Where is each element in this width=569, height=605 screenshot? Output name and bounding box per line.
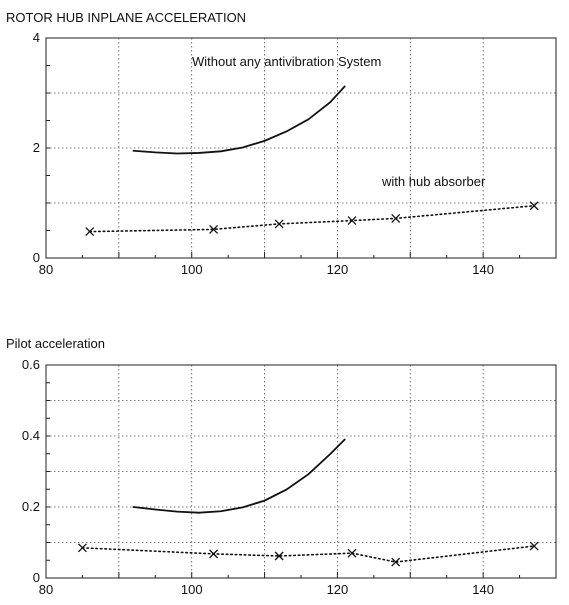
y-tick-label: 4 [33, 30, 40, 45]
data-point-x-marker [85, 227, 95, 237]
series-line-solid [132, 438, 346, 514]
y-tick-label: 0.4 [22, 428, 40, 443]
series-line-solid [132, 85, 346, 155]
series-line-dotted [88, 204, 535, 233]
data-point-x-marker [274, 551, 284, 561]
data-point-x-marker [77, 543, 87, 553]
y-tick-label: 2 [33, 140, 40, 155]
data-point-x-marker [391, 213, 401, 223]
x-tick-label: 100 [181, 582, 203, 597]
y-tick-label: 0 [33, 250, 40, 265]
pilot-acceleration-chart: Pilot acceleration 80 100 120 140 0 0.2 0.4 0.6 [6, 336, 557, 597]
x-tick-label: 80 [39, 582, 53, 597]
x-tick-label: 80 [39, 262, 53, 277]
chart-title: ROTOR HUB INPLANE ACCELERATION [6, 10, 246, 25]
axes: 80 100 120 140 0 2 4 [33, 30, 557, 277]
data-point-x-marker [274, 219, 284, 229]
chart-title: Pilot acceleration [6, 336, 105, 351]
data-point-x-marker [209, 224, 219, 234]
data-point-x-marker [529, 201, 539, 211]
y-tick-label: 0.2 [22, 499, 40, 514]
rotor-hub-chart: ROTOR HUB INPLANE ACCELERATION 80 100 120 1… [6, 10, 557, 277]
x-tick-label: 100 [181, 262, 203, 277]
x-tick-label: 140 [472, 582, 494, 597]
annotation-without-antivibration: Without any antivibration System [192, 54, 381, 69]
data-point-x-marker [391, 557, 401, 567]
data-point-x-marker [209, 549, 219, 559]
x-tick-label: 140 [472, 262, 494, 277]
data-point-x-marker [529, 541, 539, 551]
x-tick-label: 120 [327, 582, 349, 597]
annotation-hub-absorber: with hub absorber [381, 174, 486, 189]
data-point-x-marker [347, 216, 357, 226]
y-tick-label: 0 [33, 570, 40, 585]
axes: 80 100 120 140 0 0.2 0.4 0.6 [22, 357, 557, 597]
x-tick-label: 120 [327, 262, 349, 277]
data-point-x-marker [347, 548, 357, 558]
grid [46, 38, 556, 258]
series-line-dotted [81, 545, 535, 563]
series-layer [85, 85, 539, 237]
grid [46, 365, 556, 578]
series-layer [77, 438, 539, 567]
y-tick-label: 0.6 [22, 357, 40, 372]
